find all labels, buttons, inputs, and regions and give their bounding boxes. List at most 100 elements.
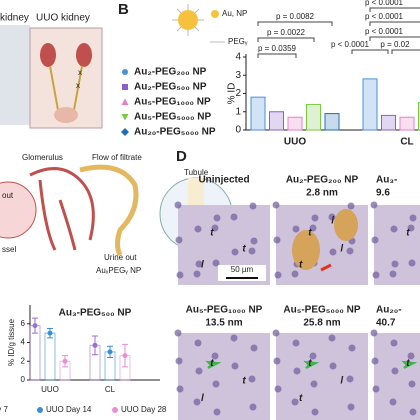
stained-lumen [334,209,358,241]
data-point [122,353,128,359]
nucleus [391,367,399,375]
nucleus [212,259,220,267]
legend-marker [122,69,128,75]
micrograph-size: 25.8 nm [303,318,340,329]
bar [362,78,378,131]
legend-label: UUO Day 14 [46,405,92,414]
nucleus [175,236,183,244]
ligation-mark: x [78,68,82,77]
nucleus [273,236,281,244]
nucleus [370,329,378,337]
nucleus [371,357,379,365]
micrograph [374,333,420,420]
nucleus [213,408,221,416]
label: Glomerulus [22,153,63,162]
micrograph-size: 2.8 nm [306,188,338,199]
label: out [2,191,14,200]
p-value: p < 0.0001 [365,12,404,21]
bar [324,113,340,131]
label: Urine out [104,253,137,262]
nucleus [211,224,219,232]
nucleus [273,357,281,365]
chart-title: Au₃-PEG₅₀₀ NP [59,308,132,319]
significance-bracket [257,21,333,26]
p-value: p = 0.0022 [267,28,306,37]
label: Tubule [184,168,209,177]
nucleus [409,214,417,222]
micrograph-title: Uninjected [198,175,249,186]
y-tick-label: 2 [235,88,241,99]
nucleus [230,213,238,221]
nucleus [176,271,184,279]
panel-label: B [118,1,129,18]
bar [399,116,415,131]
nucleus [391,260,399,268]
nucleus [193,398,201,406]
nucleus [309,224,317,232]
micrograph-size: 40.7 [376,318,396,329]
nucleus [274,271,282,279]
nucleus [309,352,317,360]
nucleus [407,352,415,360]
body-shape [0,25,30,125]
label: kidney [0,13,29,24]
bar [269,111,284,131]
nucleus [409,408,417,416]
significance-bracket [369,21,420,26]
y-tick-label: 1 [235,106,241,117]
bar [381,114,396,131]
arrow [320,263,332,272]
nucleus [328,213,336,221]
tissue-label: t [406,228,410,239]
micrograph-size: 9.6 [376,188,390,199]
arrow [205,360,222,369]
nucleus [389,270,397,278]
nucleus [407,224,415,232]
nucleus [274,385,282,393]
stained-lumen [292,230,320,270]
nucleus [329,248,337,256]
nucleus [291,270,299,278]
bladder [54,107,78,123]
nucleus [250,237,258,245]
nucleus [176,385,184,393]
glomerulus-zoom [0,181,37,239]
tissue-label: t [210,358,214,369]
nucleus [311,214,319,222]
bar [44,332,56,381]
nucleus [195,260,203,268]
nucleus [408,380,416,388]
kidney [40,43,56,67]
nucleus [249,202,257,210]
label: PEGᵧ [228,37,248,46]
data-point [92,342,98,348]
tissue-label: t [299,260,303,271]
data-point [32,323,38,329]
x-tick-label: CL [105,385,116,394]
micrograph-title: Au₂₀- [376,305,402,316]
micrograph-title: Au₅-PEG₅₀₀₀ NP [283,305,360,316]
nucleus [249,403,257,411]
nucleus [174,201,182,209]
nucleus [347,202,355,210]
nucleus [174,329,182,337]
arrow [401,360,418,369]
nucleus [348,344,356,352]
scale-bar-label: 50 µm [231,265,254,274]
tissue-label: l [201,260,204,271]
significance-bracket [351,49,389,54]
nucleus [211,352,219,360]
bar [250,96,266,131]
x-tick-label: UUO [284,137,306,148]
kidney-diagram: x x kidney UUO kidney [0,13,103,129]
peg-chains [172,4,204,36]
nucleus [346,375,354,383]
legend-marker [121,128,129,136]
p-value: p < 0.0001 [331,40,370,49]
nucleus [311,408,319,416]
nucleus [390,339,398,347]
bar [306,103,321,131]
nucleus [250,344,258,352]
nucleus [231,248,239,256]
